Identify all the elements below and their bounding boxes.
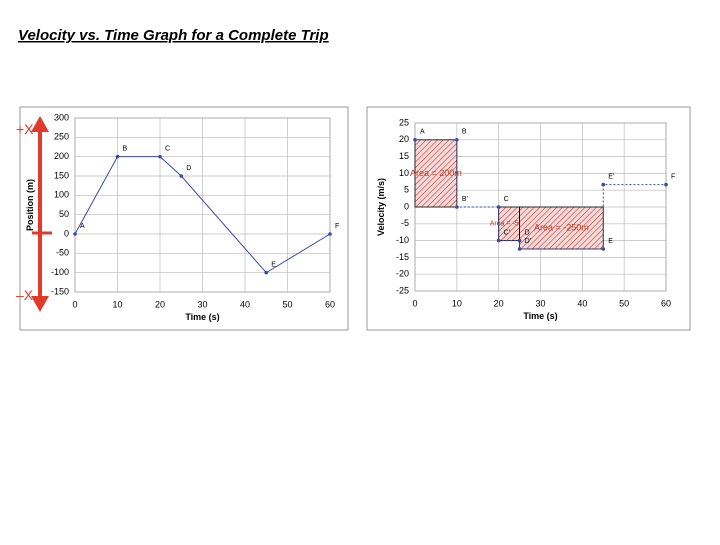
x-axis-label: Time (s) (185, 312, 219, 322)
area-region (414, 139, 458, 208)
y-tick-label: -150 (51, 286, 69, 296)
point-label: C (504, 196, 509, 203)
data-point (517, 247, 522, 251)
data-point (601, 182, 606, 187)
y-tick-label: -10 (396, 235, 409, 245)
point-label: C' (504, 229, 510, 236)
data-point (455, 205, 459, 209)
x-tick-label: 10 (452, 298, 462, 308)
x-tick-label: 10 (112, 299, 122, 309)
data-point (264, 270, 269, 275)
point-label: B' (462, 196, 468, 203)
x-tick-label: 40 (240, 299, 250, 309)
data-point (664, 182, 668, 187)
y-tick-label: -25 (396, 285, 409, 295)
x-tick-label: 50 (282, 299, 292, 309)
point-label: B (462, 129, 467, 136)
x-tick-label: 30 (197, 299, 207, 309)
y-tick-label: 100 (54, 190, 69, 200)
plus-x: +X (16, 121, 34, 137)
point-label: D (525, 229, 530, 236)
y-tick-label: -50 (56, 248, 69, 258)
x-tick-label: 60 (661, 298, 671, 308)
y-tick-label: 0 (404, 201, 409, 211)
x-tick-label: 30 (535, 298, 545, 308)
data-point (517, 238, 522, 243)
y-tick-label: 300 (54, 112, 69, 122)
x-tick-label: 60 (325, 299, 335, 309)
data-point (455, 138, 459, 142)
y-tick-label: 0 (64, 228, 69, 238)
y-tick-label: -15 (396, 252, 409, 262)
data-point (115, 154, 120, 159)
y-tick-label: -20 (396, 269, 409, 279)
x-axis-label: Time (s) (523, 311, 557, 321)
y-axis-label: Position (m) (25, 179, 35, 231)
data-point (158, 154, 162, 159)
data-point (496, 205, 501, 209)
direction-arrow (31, 116, 52, 312)
x-tick-label: 50 (619, 298, 629, 308)
y-tick-label: 20 (399, 134, 409, 144)
area-label: Area = -50m (490, 221, 529, 228)
data-point (73, 232, 77, 236)
slide-title: Velocity vs. Time Graph for a Complete T… (18, 27, 329, 44)
point-label: F (671, 173, 675, 180)
x-tick-label: 0 (412, 298, 417, 308)
x-tick-label: 20 (494, 298, 504, 308)
point-label: C (165, 146, 170, 153)
y-axis-label: Velocity (m/s) (376, 178, 386, 236)
point-label: D' (525, 238, 531, 245)
series-line (415, 139, 666, 250)
y-tick-label: 150 (54, 170, 69, 180)
area-label: Area = 200m (410, 168, 462, 178)
point-label: B (123, 146, 128, 153)
y-tick-label: 50 (59, 209, 69, 219)
data-point (601, 247, 606, 251)
area-region (519, 206, 604, 250)
data-point (179, 174, 184, 178)
y-tick-label: 5 (404, 185, 409, 195)
y-tick-label: 250 (54, 132, 69, 142)
point-label: A (80, 223, 85, 230)
point-label: F (335, 223, 339, 230)
data-point (496, 238, 501, 243)
point-label: E (271, 262, 276, 269)
y-tick-label: -5 (401, 218, 409, 228)
y-tick-label: 200 (54, 151, 69, 161)
point-label: D (186, 165, 191, 172)
series-line (74, 156, 331, 274)
y-tick-label: 25 (399, 117, 409, 127)
point-label: A (420, 129, 425, 136)
minus-x: –X (16, 287, 34, 303)
data-point (328, 232, 332, 236)
y-tick-label: -100 (51, 267, 69, 277)
x-tick-label: 40 (577, 298, 587, 308)
y-tick-label: 10 (399, 168, 409, 178)
point-label: E (608, 238, 613, 245)
x-tick-label: 20 (155, 299, 165, 309)
y-tick-label: 15 (399, 151, 409, 161)
point-label: E' (608, 173, 614, 180)
data-point (413, 138, 417, 142)
x-tick-label: 0 (72, 299, 77, 309)
area-label: Area = -250m (534, 222, 589, 232)
